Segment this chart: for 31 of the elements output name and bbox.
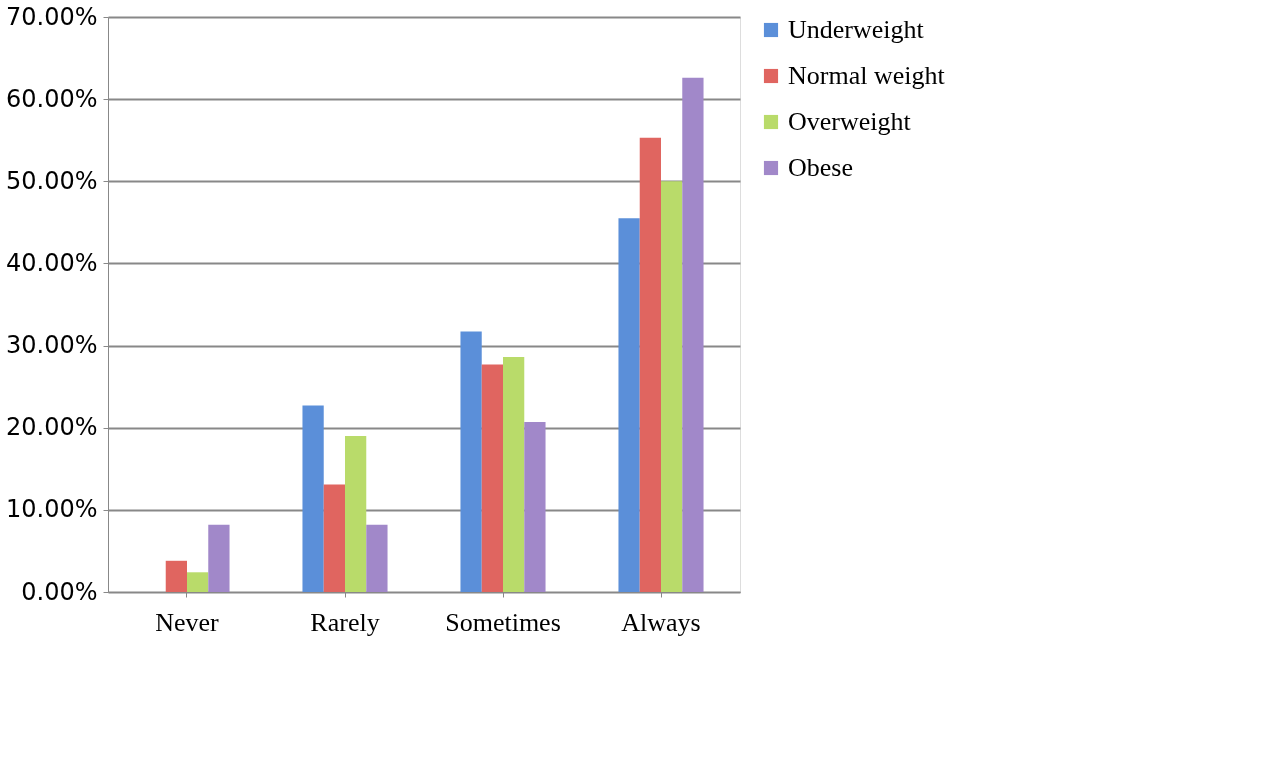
bar xyxy=(345,435,367,592)
x-tick-label: Never xyxy=(155,607,220,637)
y-tick-label: 20.00% xyxy=(5,413,98,442)
bar xyxy=(187,572,209,592)
y-tick-label: 0.00% xyxy=(21,577,98,606)
bar xyxy=(165,560,187,592)
bar xyxy=(481,364,503,592)
bar xyxy=(208,524,230,592)
bar xyxy=(366,524,388,592)
y-tick-label: 50.00% xyxy=(5,166,98,195)
bar xyxy=(323,484,345,592)
bar xyxy=(302,405,324,592)
bar xyxy=(661,181,683,592)
bar xyxy=(460,331,482,592)
bar xyxy=(618,218,640,592)
legend-label: Underweight xyxy=(788,15,925,44)
legend-label: Obese xyxy=(788,153,853,182)
y-tick-label: 10.00% xyxy=(5,495,98,524)
bar xyxy=(639,137,661,592)
x-tick-label: Sometimes xyxy=(445,607,561,637)
y-tick-label: 30.00% xyxy=(5,331,98,360)
legend-label: Overweight xyxy=(788,107,912,136)
y-tick-label: 60.00% xyxy=(5,84,98,113)
x-tick-label: Always xyxy=(621,607,701,637)
x-tick-label: Rarely xyxy=(310,607,380,637)
bar xyxy=(682,77,704,592)
bar xyxy=(524,421,546,592)
y-tick-label: 70.00% xyxy=(5,2,98,31)
bar xyxy=(503,357,525,592)
legend-label: Normal weight xyxy=(788,61,946,90)
y-tick-label: 40.00% xyxy=(5,248,98,277)
